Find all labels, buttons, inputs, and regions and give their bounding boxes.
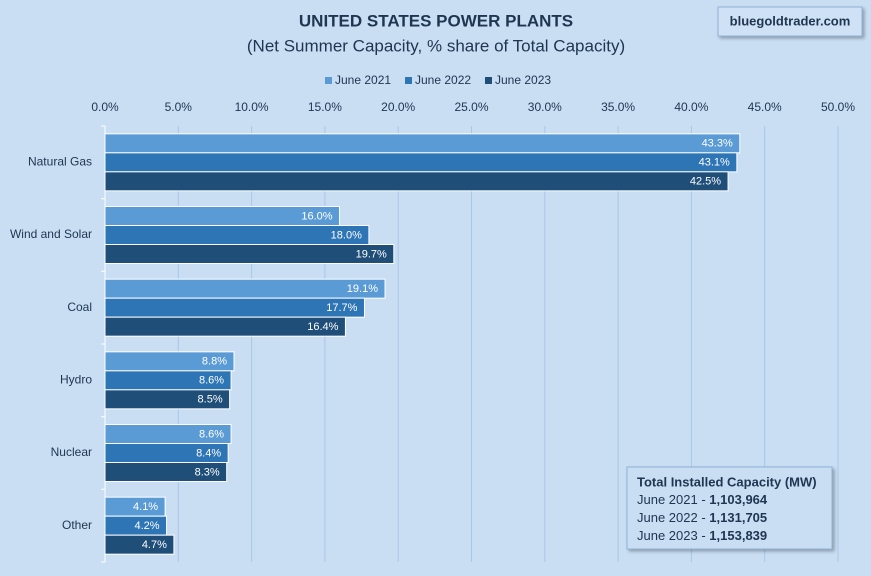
legend-swatch (405, 77, 412, 84)
value-label: 8.6% (199, 375, 224, 387)
capacity-box (626, 466, 833, 550)
capacity-row: June 2021 - 1,103,964 (637, 492, 768, 507)
x-tick-label: 50.0% (821, 100, 855, 114)
bar (104, 316, 346, 337)
legend-label: June 2023 (495, 73, 551, 87)
x-tick-label: 35.0% (601, 100, 635, 114)
legend-label: June 2021 (335, 73, 391, 87)
value-label: 16.4% (307, 321, 338, 333)
bar (104, 133, 741, 154)
value-label: 18.0% (331, 229, 362, 241)
capacity-row: June 2023 - 1,153,839 (637, 528, 767, 543)
bar (104, 152, 738, 173)
x-tick-label: 5.0% (165, 100, 193, 114)
legend-swatch (485, 77, 492, 84)
value-label: 42.5% (690, 176, 721, 188)
value-label: 16.0% (301, 210, 332, 222)
value-label: 8.3% (195, 466, 220, 478)
capacity-value: 1,103,964 (709, 492, 768, 507)
capacity-title: Total Installed Capacity (MW) (637, 474, 817, 489)
bar (104, 534, 175, 555)
y-tick-label: Coal (67, 300, 92, 314)
watermark-box (717, 6, 863, 37)
bar (104, 462, 228, 482)
x-tick-label: 20.0% (381, 100, 415, 114)
chart-title: UNITED STATES POWER PLANTS (299, 11, 573, 30)
y-tick-label: Natural Gas (28, 155, 92, 169)
y-tick-label: Wind and Solar (10, 227, 92, 241)
x-tick-label: 40.0% (674, 100, 708, 114)
value-label: 8.4% (196, 447, 221, 459)
value-label: 19.1% (347, 283, 378, 295)
value-label: 8.6% (199, 428, 224, 440)
value-label: 8.5% (198, 394, 223, 406)
value-label: 43.3% (702, 138, 733, 150)
capacity-label: June 2021 - (637, 492, 706, 507)
x-tick-label: 10.0% (235, 100, 269, 114)
value-label: 4.7% (142, 539, 167, 551)
capacity-row: June 2022 - 1,131,705 (637, 510, 767, 525)
capacity-label: June 2023 - (637, 528, 706, 543)
value-label: 43.1% (699, 157, 730, 169)
y-tick-label: Nuclear (51, 445, 92, 459)
value-label: 4.2% (134, 520, 159, 532)
chart-subtitle: (Net Summer Capacity, % share of Total C… (247, 36, 625, 55)
y-tick-label: Other (62, 518, 92, 532)
x-tick-label: 0.0% (91, 100, 119, 114)
legend-swatch (325, 77, 332, 84)
capacity-value: 1,153,839 (709, 528, 767, 543)
value-label: 4.1% (133, 501, 158, 513)
value-label: 8.8% (202, 356, 227, 368)
bar (104, 171, 729, 192)
x-tick-label: 45.0% (748, 100, 782, 114)
x-tick-label: 15.0% (308, 100, 342, 114)
y-tick-label: Hydro (60, 373, 92, 387)
value-label: 17.7% (326, 302, 357, 314)
x-tick-label: 25.0% (454, 100, 488, 114)
plot-area: 0.0% 5.0% 10.0% 15.0% 20.0% 25.0% 30.0% 35.0% 40… (10, 100, 855, 563)
capacity-value: 1,131,705 (709, 510, 767, 525)
bar (104, 225, 370, 245)
value-label: 19.7% (356, 248, 387, 260)
bar (104, 278, 386, 299)
x-tick-label: 30.0% (528, 100, 562, 114)
bar (104, 389, 231, 410)
legend-label: June 2022 (415, 73, 471, 87)
capacity-label: June 2022 - (637, 510, 706, 525)
watermark: bluegoldtrader.com (730, 13, 851, 28)
bar (104, 244, 395, 264)
